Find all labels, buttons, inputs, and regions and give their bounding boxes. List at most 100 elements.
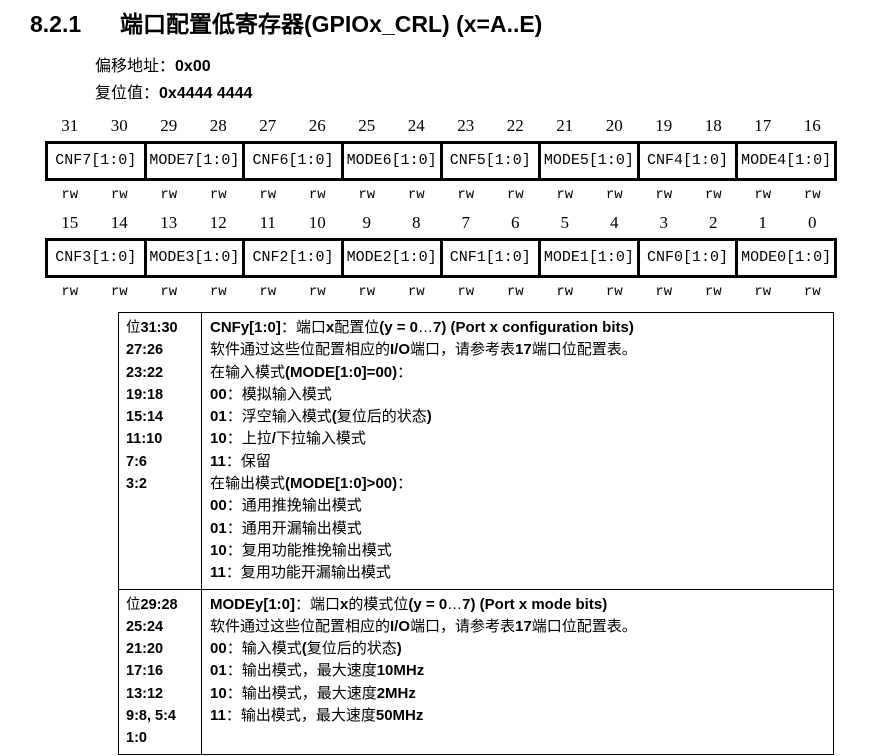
bit-description-table: 位31:30 27:26 23:22 19:18 15:14 11:10 7:6 3:2 CN… — [118, 312, 834, 755]
table-row-mode: 位29:28 25:24 21:20 17:16 13:12 9:8, 5:4 1:0 MO… — [119, 588, 833, 754]
bit-number: 19 — [655, 116, 673, 135]
access-type-label: rw — [457, 187, 475, 203]
description-line: 01：浮空输入模式(复位后的状态) — [210, 408, 432, 426]
description-line: 在输出模式(MODE[1:0]>00)： — [210, 475, 413, 493]
bit-number: 8 — [412, 213, 421, 232]
bit-range-line: 位29:28 — [126, 596, 178, 613]
access-type-label: rw — [655, 284, 673, 300]
register-meta: 偏移地址：0x00 复位值：0x4444 4444 — [95, 53, 870, 107]
description-line: CNFy[1:0]：端口x配置位(y = 0…7) (Port x config… — [210, 319, 634, 336]
bit-number: 18 — [704, 116, 722, 135]
access-type-label: rw — [110, 187, 128, 203]
description-line: 01：通用开漏输出模式 — [210, 519, 362, 537]
access-type-label: rw — [358, 284, 376, 300]
access-type-label: rw — [655, 187, 673, 203]
offset-address-value: 0x00 — [175, 58, 211, 75]
reset-value-value: 0x4444 4444 — [159, 85, 253, 102]
description-line: 00：模拟输入模式 — [210, 385, 332, 403]
access-type-label: rw — [407, 187, 425, 203]
bit-range-line: 3:2 — [126, 476, 147, 493]
register-field-cell: CNF7[1:0] — [55, 152, 137, 169]
bit-number: 30 — [110, 116, 128, 135]
bit-number: 31 — [61, 116, 79, 135]
bit-number: 24 — [407, 116, 425, 135]
bit-number: 0 — [808, 213, 817, 232]
bit-number: 16 — [803, 116, 821, 135]
access-type-label: rw — [358, 187, 376, 203]
bit-range-line: 13:12 — [126, 685, 164, 702]
bit-range-cell: 位29:28 25:24 21:20 17:16 13:12 9:8, 5:4 1:0 — [119, 589, 202, 754]
field-description-cell: CNFy[1:0]：端口x配置位(y = 0…7) (Port x config… — [202, 313, 833, 589]
access-type-label: rw — [803, 284, 821, 300]
register-field-cell: CNF2[1:0] — [242, 241, 341, 275]
description-line: 11：输出模式，最大速度50MHz — [210, 707, 424, 725]
bit-number: 5 — [560, 213, 570, 232]
bit-number: 27 — [259, 116, 277, 135]
bit-range-line: 25:24 — [126, 618, 164, 635]
register-field-cell: MODE4[1:0] — [735, 144, 834, 178]
register-field-cell: MODE5[1:0] — [538, 144, 637, 178]
access-type-label: rw — [556, 187, 574, 203]
bit-range-line: 17:16 — [126, 663, 164, 680]
bit-number: 26 — [308, 116, 326, 135]
page-title: 端口配置低寄存器(GPIOx_CRL) (x=A..E) — [120, 11, 543, 37]
description-line: 软件通过这些位配置相应的I/O端口，请参考表17端口位配置表。 — [210, 341, 637, 359]
bit-number: 2 — [709, 213, 718, 232]
bit-number: 1 — [758, 213, 768, 232]
reset-value-line: 复位值：0x4444 4444 — [95, 80, 870, 107]
bit-range-line: 27:26 — [126, 342, 164, 359]
access-row-low: rw rw rw rw rw rw rw rw rw rw rw rw rw rw rw rw — [45, 285, 837, 299]
register-field-cell: CNF1[1:0] — [439, 241, 539, 275]
bit-number: 29 — [160, 116, 178, 135]
bit-range-cell: 位31:30 27:26 23:22 19:18 15:14 11:10 7:6 3:2 — [119, 313, 202, 589]
bit-number: 15 — [61, 213, 79, 232]
access-type-label: rw — [209, 284, 227, 300]
description-line: 11：复用功能开漏输出模式 — [210, 564, 391, 582]
description-line: 00：通用推挽输出模式 — [210, 497, 362, 515]
access-type-label: rw — [803, 187, 821, 203]
section-heading: 8.2.1 端口配置低寄存器(GPIOx_CRL) (x=A..E) — [30, 10, 870, 38]
register-field-cell: MODE1[1:0] — [538, 241, 637, 275]
bit-number: 4 — [610, 213, 619, 232]
access-row-high: rw rw rw rw rw rw rw rw rw rw rw rw rw rw rw rw — [45, 188, 837, 202]
bit-number: 13 — [160, 213, 178, 232]
description-line: 01：输出模式，最大速度10MHz — [210, 662, 425, 680]
description-line: 10：输出模式，最大速度2MHz — [210, 684, 416, 702]
bit-number: 20 — [605, 116, 623, 135]
description-line: 11：保留 — [210, 452, 271, 470]
bit-number: 3 — [659, 213, 669, 232]
access-type-label: rw — [506, 284, 524, 300]
bit-number: 9 — [362, 213, 372, 232]
bit-number: 23 — [457, 116, 475, 135]
description-line: 10：复用功能推挽输出模式 — [210, 541, 392, 559]
bit-number: 10 — [308, 213, 326, 232]
access-type-label: rw — [61, 187, 79, 203]
register-field-cell: CNF4[1:0] — [636, 144, 736, 178]
bit-numbers-row-high: 31 30 29 28 27 26 25 24 23 22 21 20 19 18 17 16 — [45, 117, 837, 134]
bit-number: 22 — [506, 116, 524, 135]
section-number: 8.2.1 — [30, 11, 82, 37]
bit-range-line: 1:0 — [126, 730, 147, 747]
bit-range-line: 7:6 — [126, 453, 147, 470]
access-type-label: rw — [61, 284, 79, 300]
description-line: 在输入模式(MODE[1:0]=00)： — [210, 363, 413, 381]
field-boxes-row-low: CNF3[1:0] MODE3[1:0] CNF2[1:0] MODE2[1:0] CN… — [45, 238, 837, 278]
access-type-label: rw — [209, 187, 227, 203]
register-field-cell: MODE3[1:0] — [143, 241, 243, 275]
bit-number: 6 — [511, 213, 520, 232]
description-line: 软件通过这些位配置相应的I/O端口，请参考表17端口位配置表。 — [210, 617, 637, 635]
register-field-cell: MODE0[1:0] — [735, 241, 834, 275]
register-bit-diagram: 31 30 29 28 27 26 25 24 23 22 21 20 19 18 17 16 CNF7[1:… — [45, 117, 837, 299]
access-type-label: rw — [506, 187, 524, 203]
bit-range-line: 9:8, 5:4 — [126, 708, 176, 725]
bit-number: 21 — [556, 116, 574, 135]
bit-number: 25 — [358, 116, 376, 135]
access-type-label: rw — [407, 284, 425, 300]
register-field-cell: MODE2[1:0] — [340, 241, 440, 275]
access-type-label: rw — [110, 284, 128, 300]
bit-range-line: 位31:30 — [126, 320, 178, 336]
access-type-label: rw — [704, 187, 722, 203]
field-boxes-row-high: CNF7[1:0] MODE7[1:0] CNF6[1:0] MODE6[1:0] CN… — [45, 141, 837, 181]
register-field-cell: CNF3[1:0] — [55, 249, 137, 266]
description-line: 10：上拉/下拉输入模式 — [210, 430, 366, 448]
